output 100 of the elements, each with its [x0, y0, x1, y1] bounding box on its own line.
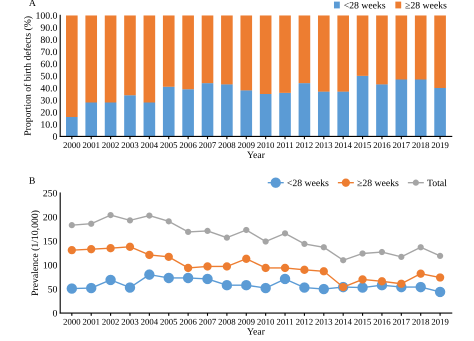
- x-tick-label: 2014: [334, 142, 352, 148]
- point: [88, 220, 94, 227]
- point: [126, 242, 134, 251]
- x-tick-label: 2019: [432, 142, 448, 148]
- x-tick-label: 2016: [374, 318, 390, 325]
- point: [436, 273, 444, 282]
- point: [222, 262, 232, 271]
- point: [66, 283, 78, 294]
- x-tick-label: 2014: [334, 318, 352, 325]
- chart-title: B: [29, 177, 35, 184]
- bar: [85, 102, 98, 136]
- bar: [182, 89, 194, 136]
- x-tick-label: 2013: [315, 318, 332, 325]
- x-tick-label: 2011: [276, 318, 294, 325]
- bar: [414, 15, 427, 80]
- point: [68, 246, 76, 254]
- point: [357, 282, 368, 293]
- point: [68, 222, 75, 228]
- bar: [66, 117, 78, 136]
- x-tick-label: 2012: [296, 318, 313, 325]
- y-tick-label: 200: [43, 214, 58, 220]
- point: [182, 272, 194, 284]
- x-tick-label: 2003: [122, 142, 138, 148]
- bar: [260, 94, 272, 136]
- x-tick-label: 2019: [432, 318, 448, 325]
- bar: [376, 15, 388, 84]
- legend-label: Total: [427, 179, 447, 186]
- point: [203, 262, 212, 271]
- bar: [240, 15, 252, 90]
- y-tick-label: 40.0: [40, 84, 58, 92]
- x-tick-label: 2001: [82, 142, 100, 148]
- y-tick-label: 30.0: [40, 96, 58, 104]
- point: [280, 274, 290, 284]
- y-tick-label: 50.0: [40, 72, 58, 80]
- point: [282, 230, 288, 236]
- legend-label: ≥28 weeks: [357, 179, 398, 186]
- point: [358, 275, 367, 284]
- point: [378, 277, 386, 286]
- x-tick-label: 2000: [63, 142, 80, 148]
- point: [416, 270, 425, 278]
- point: [436, 252, 444, 260]
- bar: [182, 15, 194, 90]
- bar: [240, 90, 252, 136]
- point: [144, 269, 155, 280]
- point: [300, 266, 309, 274]
- x-tick-label: 2018: [412, 318, 430, 325]
- bar: [221, 15, 233, 84]
- legend-label: <28 weeks: [344, 2, 386, 9]
- point: [318, 284, 330, 294]
- bar: [202, 15, 214, 84]
- x-tick-label: 2011: [276, 142, 294, 148]
- x-tick-label: 2013: [315, 142, 332, 148]
- x-tick-label: 2006: [180, 318, 197, 325]
- bar: [124, 95, 136, 136]
- y-tick-label: 50: [48, 286, 58, 292]
- x-tick-label: 2009: [238, 142, 255, 148]
- point: [106, 244, 115, 252]
- bar: [337, 15, 349, 92]
- point: [107, 212, 114, 218]
- y-tick-label: 10.0: [41, 121, 58, 128]
- bar: [104, 102, 116, 136]
- bar: [356, 15, 368, 76]
- point: [416, 282, 426, 292]
- point: [260, 282, 271, 294]
- bar: [85, 15, 98, 103]
- bar: [202, 83, 214, 136]
- point: [145, 250, 154, 260]
- x-tick-label: 2002: [102, 318, 119, 325]
- point: [204, 228, 211, 234]
- bar: [298, 83, 310, 136]
- point: [434, 286, 446, 298]
- point: [241, 280, 252, 290]
- point: [202, 274, 213, 284]
- point: [184, 228, 192, 236]
- x-tick-label: 2002: [102, 142, 119, 148]
- bar: [318, 92, 330, 136]
- bar: [104, 15, 116, 103]
- point: [359, 250, 366, 257]
- x-tick-label: 2004: [140, 318, 158, 325]
- bar: [337, 92, 349, 136]
- y-tick-label: 150: [44, 238, 58, 244]
- x-tick-label: 2008: [218, 142, 236, 148]
- point: [86, 282, 96, 294]
- bar: [162, 15, 175, 87]
- x-tick-label: 2015: [354, 142, 371, 148]
- x-tick-label: 2010: [257, 318, 274, 325]
- bar: [376, 84, 388, 136]
- y-axis-title: Prevalence (1/10,000): [31, 210, 40, 296]
- x-tick-label: 2017: [392, 142, 410, 148]
- bar: [396, 80, 408, 136]
- x-tick-label: 2006: [180, 142, 197, 148]
- y-tick-label: 70.0: [41, 48, 58, 56]
- point: [164, 252, 173, 262]
- y-tick-label: 0: [52, 310, 58, 317]
- x-axis-title: Year: [247, 152, 265, 158]
- point: [166, 218, 172, 224]
- bar: [279, 15, 291, 93]
- x-tick-label: 2010: [257, 142, 274, 148]
- bar: [124, 15, 136, 96]
- point: [243, 226, 250, 234]
